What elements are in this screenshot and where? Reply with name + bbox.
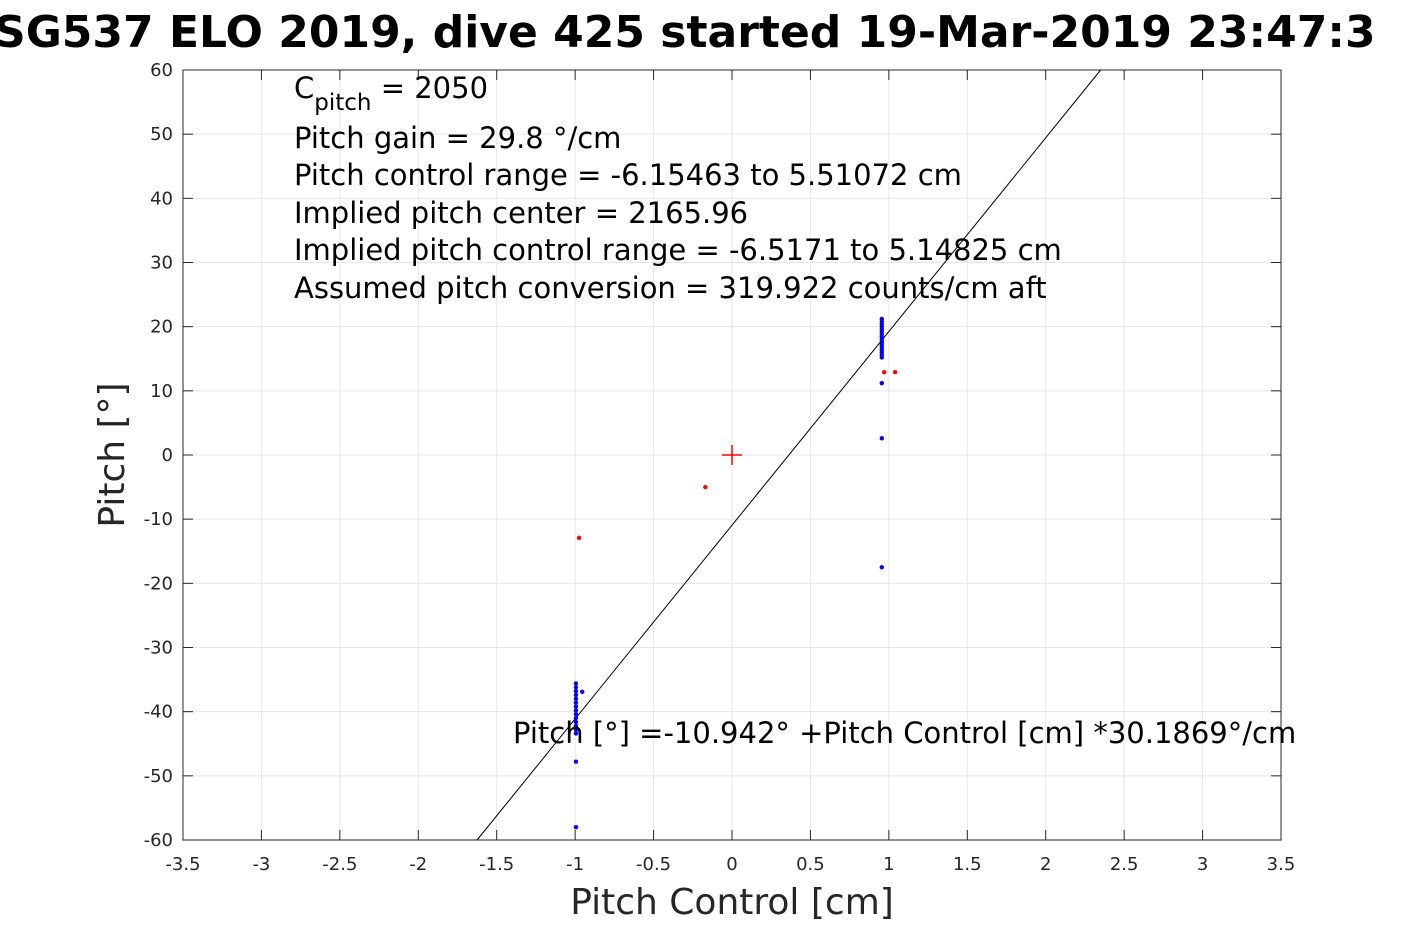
annotation-implied-range: Implied pitch control range = -6.5171 to…: [294, 233, 1062, 267]
data-point: [879, 380, 884, 386]
annotation-block: Cpitch = 2050 Pitch gain = 29.8 °/cm Pit…: [294, 71, 1296, 750]
annotation-implied-center: Implied pitch center = 2165.96: [294, 196, 748, 230]
annotation-pitch-gain: Pitch gain = 29.8 °/cm: [294, 121, 621, 155]
y-tick-label: -40: [144, 702, 173, 723]
y-tick-label: -60: [144, 830, 173, 851]
data-point: [573, 824, 579, 830]
y-tick-label: 0: [162, 445, 173, 466]
x-tick-label: -3.5: [165, 854, 200, 875]
annotation-control-range: Pitch control range = -6.15463 to 5.5107…: [294, 158, 962, 192]
x-tick-label: 2.5: [1110, 854, 1139, 875]
annotation-conversion: Assumed pitch conversion = 319.922 count…: [294, 271, 1047, 305]
y-tick-label: -20: [144, 573, 173, 594]
data-point: [573, 719, 579, 725]
x-tick-label: 0: [726, 854, 737, 875]
data-point: [573, 731, 579, 736]
y-tick-label: 30: [150, 253, 173, 274]
data-point: [580, 689, 585, 694]
fit-line: [476, 69, 1102, 841]
y-axis-label: Pitch [°]: [92, 382, 133, 527]
c-pitch-subscript: pitch: [314, 90, 371, 116]
data-point: [573, 681, 579, 686]
data-point: [879, 565, 884, 570]
data-point: [573, 708, 579, 713]
data-point: [573, 712, 579, 717]
y-tick-label: -30: [144, 638, 173, 659]
y-tick-label: 50: [150, 124, 173, 145]
x-tick-label: 3: [1197, 854, 1208, 875]
data-point: [573, 692, 579, 698]
data-point: [573, 685, 579, 690]
y-tick-label: -50: [144, 766, 173, 787]
x-tick-label: -1.5: [479, 854, 514, 875]
x-axis-label: Pitch Control [cm]: [570, 882, 894, 923]
grid-lines: [182, 69, 1282, 841]
data-point: [573, 704, 579, 709]
x-tick-label: 1.5: [953, 854, 982, 875]
data-point: [573, 723, 579, 728]
data-point: [573, 727, 579, 732]
annotation-c-pitch: Cpitch = 2050: [294, 71, 488, 116]
y-tick-labels: 60 50 40 30 20 10 0 -10 -20 -30 -40 -50 -60: [144, 60, 173, 851]
data-point: [573, 759, 579, 764]
x-tick-label: 1: [883, 854, 894, 875]
c-pitch-value: = 2050: [371, 71, 488, 105]
axis-ticks: [182, 69, 1282, 841]
y-tick-label: 40: [150, 188, 173, 209]
flagged-data-point: [576, 535, 582, 540]
data-point: [573, 696, 579, 702]
flagged-data-point: [881, 370, 887, 375]
data-point: [573, 715, 579, 721]
annotation-fit-equation: Pitch [°] =-10.942° +Pitch Control [cm] …: [513, 716, 1296, 750]
x-tick-label: -2.5: [322, 854, 357, 875]
x-tick-label: 0.5: [796, 854, 825, 875]
y-tick-label: 20: [150, 317, 173, 338]
x-tick-label: -3: [252, 854, 270, 875]
flagged-data-point: [703, 484, 708, 490]
center-marker-group: [722, 445, 742, 465]
x-tick-label: -0.5: [636, 854, 671, 875]
data-point: [573, 700, 579, 705]
data-point: [879, 436, 884, 441]
y-tick-label: 10: [150, 381, 173, 402]
y-tick-label: 60: [150, 60, 173, 81]
x-tick-label: 3.5: [1267, 854, 1296, 875]
data-point: [879, 355, 884, 360]
data-points: [573, 316, 898, 830]
chart-title: SG537 ELO 2019, dive 425 started 19-Mar-…: [0, 7, 1376, 58]
x-tick-label: 2: [1040, 854, 1051, 875]
c-pitch-symbol: C: [294, 71, 314, 105]
x-tick-label: -1: [566, 854, 584, 875]
fit-line-group: [476, 69, 1102, 841]
y-tick-label: -10: [144, 509, 173, 530]
flagged-data-point: [892, 370, 898, 375]
data-point: [573, 688, 579, 694]
x-tick-labels: -3.5 -3 -2.5 -2 -1.5 -1 -0.5 0 0.5 1 1.5 2 2.5 3 3.5: [165, 854, 1295, 875]
x-tick-label: -2: [409, 854, 427, 875]
